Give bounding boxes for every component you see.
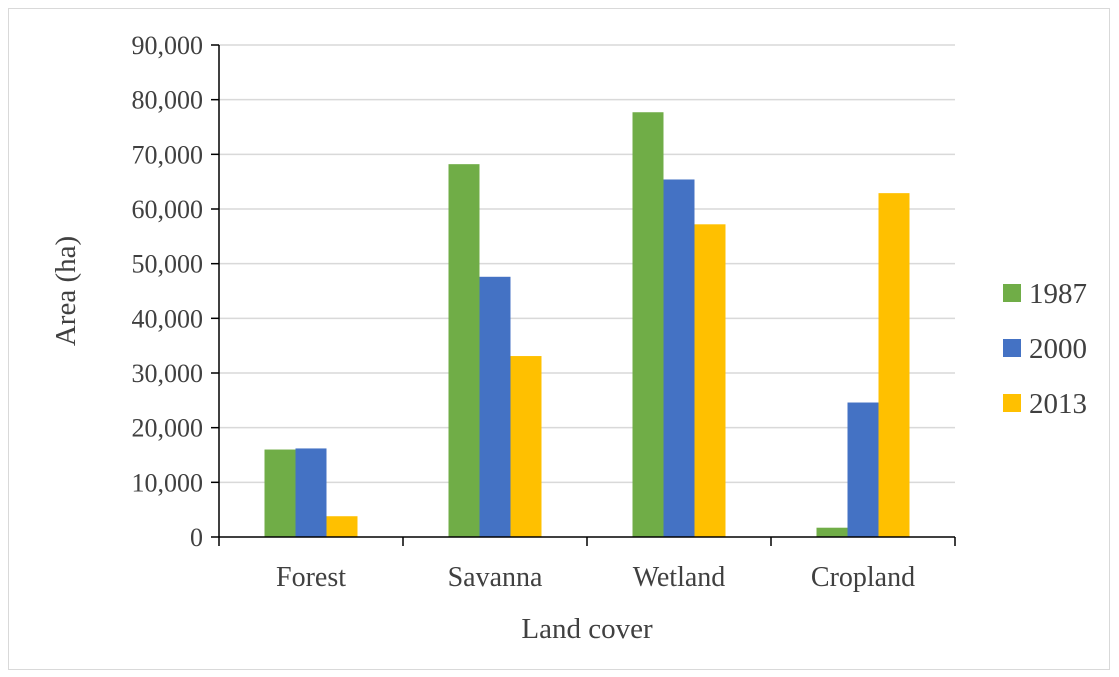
x-category-label: Forest [276,562,346,593]
gridlines [219,44,955,484]
x-axis-title: Land cover [521,613,653,645]
legend-label-2000: 2000 [1029,333,1087,365]
bar-wetland-2000 [663,179,695,538]
chart-frame [8,8,1110,670]
bar-savanna-1987 [448,164,480,537]
bar-wetland-2013 [694,224,726,537]
y-tick-labels: 0 10,000 20,000 30,000 40,000 50,000 60,000 70,… [132,31,204,552]
y-tick-label: 0 [190,523,203,552]
bar-forest-2013 [326,516,358,537]
legend-swatch-2013 [1003,394,1021,412]
legend-swatch-1987 [1003,284,1021,302]
bar-wetland-1987 [632,112,664,538]
y-tick-label: 60,000 [132,195,204,224]
axes [211,44,956,546]
y-tick-label: 20,000 [132,414,204,443]
bar-savanna-2013 [510,356,542,537]
bars [264,112,910,538]
bar-cropland-2013 [878,193,910,537]
x-category-labels: Forest Savanna Wetland Cropland [276,562,915,593]
y-tick-label: 10,000 [132,468,204,497]
y-axis-title: Area (ha) [50,236,82,346]
y-tick-label: 40,000 [132,304,204,333]
bar-cropland-1987 [816,527,848,537]
y-tick-label: 70,000 [132,140,204,169]
y-tick-label: 50,000 [132,250,204,279]
legend: 1987 2000 2013 [1003,278,1087,420]
x-category-label: Wetland [633,562,726,593]
y-tick-label: 90,000 [132,31,204,60]
legend-swatch-2000 [1003,339,1021,357]
x-category-label: Cropland [811,562,915,593]
bar-savanna-2000 [479,276,511,537]
legend-label-1987: 1987 [1029,278,1087,310]
legend-label-2013: 2013 [1029,388,1087,420]
y-tick-label: 80,000 [132,86,204,115]
y-tick-label: 30,000 [132,359,204,388]
bar-cropland-2000 [847,402,879,537]
x-category-label: Savanna [448,562,543,593]
bar-forest-1987 [264,449,296,537]
bar-forest-2000 [295,448,327,537]
